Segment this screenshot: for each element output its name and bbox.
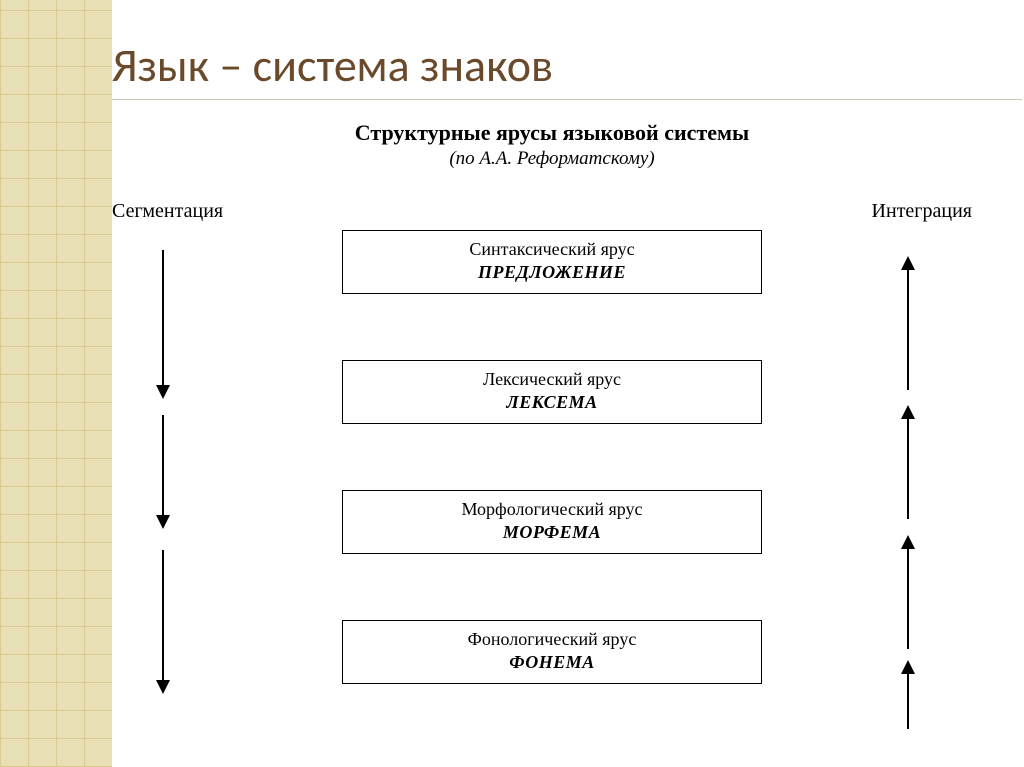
- diagram-heading: Структурные ярусы языковой системы: [112, 120, 992, 146]
- background-texture: [0, 0, 112, 767]
- tier-name: Фонологический ярус: [349, 629, 755, 650]
- tier-unit: ЛЕКСЕМА: [349, 392, 755, 413]
- left-process-label: Сегментация: [112, 200, 223, 223]
- integration-arrow-0: [897, 256, 919, 390]
- tier-unit: ПРЕДЛОЖЕНИЕ: [349, 262, 755, 283]
- tier-box-3: Фонологический ярусФОНЕМА: [342, 620, 762, 684]
- tier-unit: МОРФЕМА: [349, 522, 755, 543]
- segmentation-arrow-0: [152, 250, 174, 399]
- tier-unit: ФОНЕМА: [349, 652, 755, 673]
- integration-arrow-3: [897, 660, 919, 729]
- diagram: Сегментация Интеграция Синтаксический яр…: [112, 200, 992, 740]
- tier-name: Морфологический ярус: [349, 499, 755, 520]
- slide-title: Язык – система знаков: [112, 38, 872, 98]
- content-region: Структурные ярусы языковой системы (по А…: [112, 120, 992, 740]
- tier-box-2: Морфологический ярусМОРФЕМА: [342, 490, 762, 554]
- tier-name: Синтаксический ярус: [349, 239, 755, 260]
- right-process-label: Интеграция: [872, 200, 972, 223]
- tier-name: Лексический ярус: [349, 369, 755, 390]
- tier-box-0: Синтаксический ярусПРЕДЛОЖЕНИЕ: [342, 230, 762, 294]
- segmentation-arrow-2: [152, 550, 174, 694]
- diagram-heading-note: (по А.А. Реформатскому): [112, 148, 992, 170]
- integration-arrow-2: [897, 535, 919, 649]
- tier-box-1: Лексический ярусЛЕКСЕМА: [342, 360, 762, 424]
- segmentation-arrow-1: [152, 415, 174, 529]
- integration-arrow-1: [897, 405, 919, 519]
